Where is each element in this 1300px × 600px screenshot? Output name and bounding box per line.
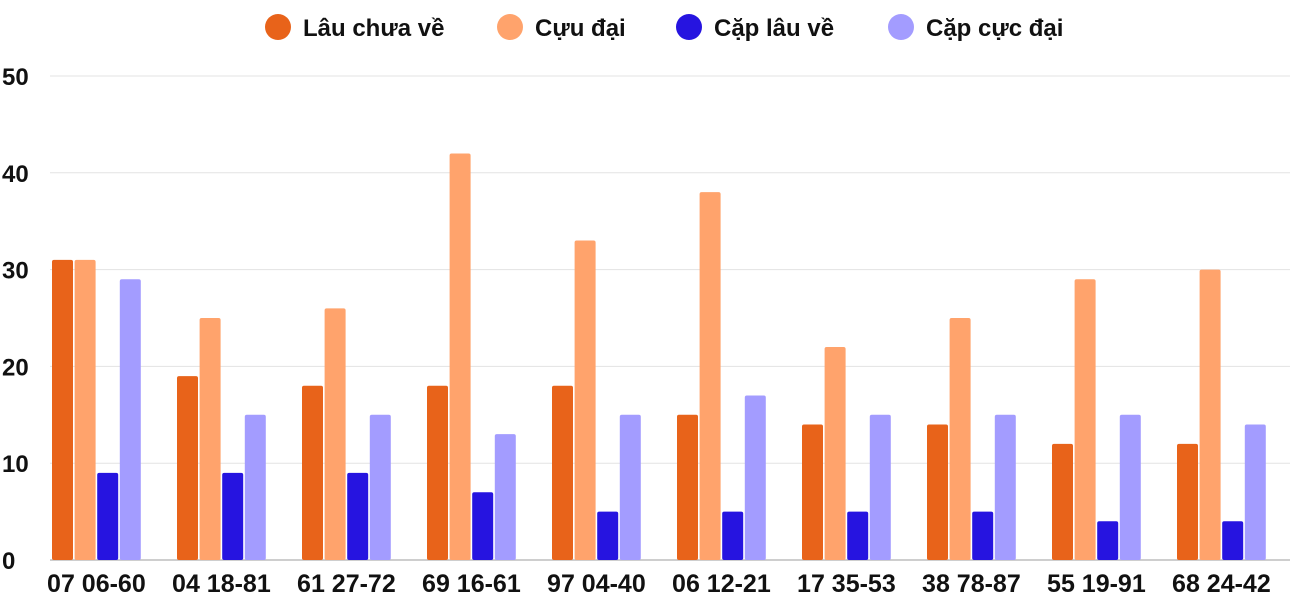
bar-group	[52, 259, 141, 560]
bar[interactable]	[619, 414, 641, 560]
bar[interactable]	[1244, 424, 1266, 560]
bar[interactable]	[802, 424, 823, 560]
bar[interactable]	[369, 414, 391, 560]
bar[interactable]	[302, 385, 323, 560]
legend-label: Cặp lâu về	[714, 15, 834, 42]
x-axis: 07 06-60 04 18-81 61 27-72 69 16-61 97 04-40…	[47, 570, 1271, 598]
y-tick-label: 20	[2, 354, 29, 381]
bar-group	[427, 153, 516, 560]
bar[interactable]	[722, 511, 744, 560]
bar[interactable]	[244, 414, 266, 560]
bar-group	[177, 318, 266, 560]
bar-group	[802, 347, 891, 560]
bar[interactable]	[119, 279, 141, 560]
x-tick-label: 06 12-21	[672, 570, 771, 598]
bar[interactable]	[347, 472, 369, 560]
legend-label: Lâu chưa về	[303, 15, 444, 42]
bar[interactable]	[699, 192, 721, 560]
bar[interactable]	[677, 414, 698, 560]
x-tick-label: 07 06-60	[47, 570, 146, 598]
bar-group	[1177, 269, 1266, 560]
bar[interactable]	[177, 376, 198, 560]
x-tick-label: 38 78-87	[922, 570, 1021, 598]
bar-group	[927, 318, 1016, 560]
bar[interactable]	[1097, 521, 1119, 560]
legend-swatch	[497, 14, 523, 40]
legend: Lâu chưa về Cựu đại Cặp lâu về Cặp cực đại	[265, 14, 1063, 42]
bar[interactable]	[949, 318, 971, 560]
bar-group	[302, 308, 391, 560]
x-tick-label: 69 16-61	[422, 570, 521, 598]
bar[interactable]	[869, 414, 891, 560]
bar[interactable]	[97, 472, 119, 560]
y-tick-label: 0	[2, 548, 15, 575]
x-tick-label: 97 04-40	[547, 570, 646, 598]
x-tick-label: 61 27-72	[297, 570, 396, 598]
bar[interactable]	[552, 385, 573, 560]
legend-item[interactable]: Cặp cực đại	[888, 14, 1063, 42]
bar[interactable]	[449, 153, 471, 560]
x-tick-label: 55 19-91	[1047, 570, 1146, 598]
bar[interactable]	[994, 414, 1016, 560]
x-tick-label: 17 35-53	[797, 570, 896, 598]
bar[interactable]	[74, 259, 96, 560]
bar[interactable]	[744, 395, 766, 560]
bar[interactable]	[824, 347, 846, 560]
legend-swatch	[888, 14, 914, 40]
bar[interactable]	[427, 385, 448, 560]
legend-item[interactable]: Lâu chưa về	[265, 14, 444, 42]
bar[interactable]	[1074, 279, 1096, 560]
y-tick-label: 10	[2, 451, 29, 478]
bars	[52, 153, 1266, 560]
legend-label: Cựu đại	[535, 15, 626, 42]
y-axis: 0 10 20 30 40 50	[2, 64, 29, 575]
bar[interactable]	[1222, 521, 1244, 560]
y-tick-label: 40	[2, 161, 29, 188]
x-tick-label: 04 18-81	[172, 570, 271, 598]
bar[interactable]	[1119, 414, 1141, 560]
bar[interactable]	[472, 492, 494, 560]
bar[interactable]	[1052, 443, 1073, 560]
bar[interactable]	[927, 424, 948, 560]
legend-label: Cặp cực đại	[926, 15, 1063, 42]
y-tick-label: 50	[2, 64, 29, 91]
bar[interactable]	[222, 472, 244, 560]
bar[interactable]	[52, 259, 73, 560]
bar[interactable]	[972, 511, 994, 560]
y-tick-label: 30	[2, 258, 29, 285]
bar[interactable]	[574, 240, 596, 560]
bar[interactable]	[494, 434, 516, 560]
bar-group	[677, 192, 766, 560]
legend-swatch	[676, 14, 702, 40]
bar[interactable]	[847, 511, 869, 560]
legend-item[interactable]: Cặp lâu về	[676, 14, 834, 42]
legend-swatch	[265, 14, 291, 40]
bar[interactable]	[597, 511, 619, 560]
bar-group	[1052, 279, 1141, 560]
bar-group	[552, 240, 641, 560]
bar[interactable]	[324, 308, 346, 560]
x-tick-label: 68 24-42	[1172, 570, 1271, 598]
bar[interactable]	[1199, 269, 1221, 560]
legend-item[interactable]: Cựu đại	[497, 14, 626, 42]
bar[interactable]	[1177, 443, 1198, 560]
bar[interactable]	[199, 318, 221, 560]
